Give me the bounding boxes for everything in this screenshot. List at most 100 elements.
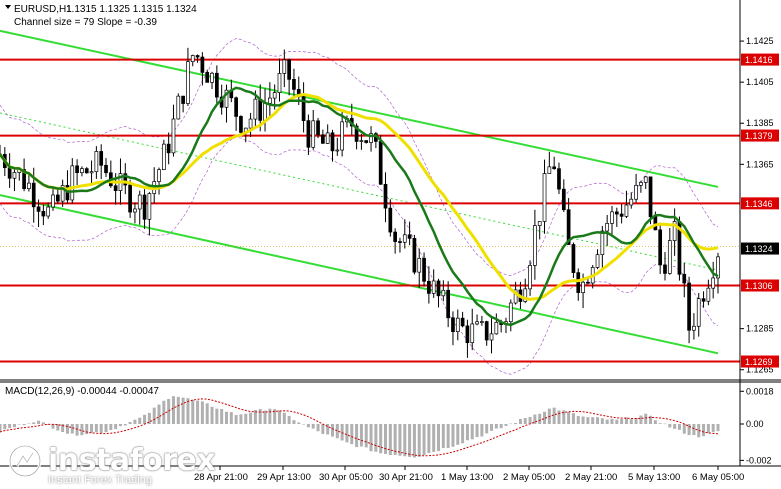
dropdown-triangle-icon[interactable]	[5, 5, 11, 9]
level-tag	[741, 279, 779, 292]
candle-body	[161, 143, 166, 171]
macd-bar	[441, 424, 445, 449]
macd-bar	[22, 424, 26, 426]
time-tick-label: 5 May 13:00	[628, 472, 680, 483]
time-tick-label: 6 May 05:00	[692, 472, 744, 483]
macd-bar	[32, 422, 36, 424]
macd-bar	[191, 399, 195, 424]
candle-body	[475, 321, 479, 325]
candle-body	[340, 121, 344, 151]
candle-body	[325, 132, 330, 144]
macd-bar	[514, 422, 518, 424]
macd-bar	[311, 424, 315, 429]
candle-body	[210, 72, 214, 83]
candle-body	[571, 244, 576, 273]
macd-bar	[422, 424, 426, 456]
macd-bar	[249, 412, 253, 424]
candle-body	[696, 298, 701, 327]
macd-bar	[128, 422, 132, 424]
candle-body	[455, 317, 460, 332]
candle-body	[682, 273, 687, 284]
channel-upper-line	[0, 29, 719, 188]
macd-tick-label: -0.002	[746, 455, 772, 465]
macd-bar	[393, 424, 397, 455]
macd-bar	[364, 424, 368, 448]
macd-bar	[330, 424, 334, 437]
candle-body	[663, 264, 667, 274]
chart-header: EURUSD,H1 1.1315 1.1325 1.1315 1.1324 Ch…	[5, 4, 197, 28]
macd-bar	[538, 413, 542, 424]
candle-body	[282, 59, 287, 74]
macd-bar	[90, 424, 94, 433]
candle-body	[706, 287, 711, 302]
macd-bar	[552, 407, 556, 424]
macd-bar	[528, 416, 532, 424]
band-upper	[0, 38, 719, 276]
bollinger-bands	[0, 38, 719, 375]
candle-body	[190, 55, 195, 63]
candle-body	[142, 194, 147, 220]
macd-bar	[70, 424, 74, 434]
macd-bar	[51, 424, 55, 429]
candle-body	[484, 321, 489, 341]
macd-bar	[171, 396, 175, 424]
macd-bar	[470, 424, 474, 440]
candle-body	[489, 333, 494, 341]
price-tick-label: 1.1265	[746, 365, 774, 375]
candle-body	[451, 317, 455, 332]
macd-bar	[509, 423, 513, 425]
price-panel	[0, 29, 740, 375]
macd-bar	[138, 417, 142, 424]
macd-bar	[518, 418, 522, 424]
candle-body	[624, 204, 629, 217]
macd-bar	[673, 424, 677, 429]
candle-body	[542, 173, 547, 222]
macd-bar	[649, 415, 653, 424]
time-tick-label: 29 Apr 13:00	[257, 472, 311, 483]
candle-body	[672, 221, 677, 241]
macd-bar	[234, 415, 238, 424]
macd-bar	[408, 424, 412, 457]
candle-body	[629, 198, 634, 206]
macd-bar	[273, 409, 277, 424]
macd-bar	[615, 419, 619, 424]
candle-body	[354, 125, 359, 142]
macd-bar	[8, 424, 12, 428]
macd-bar	[562, 410, 566, 424]
candle-body	[460, 317, 465, 327]
macd-bar	[388, 424, 392, 456]
instaforex-logo-icon	[8, 444, 42, 478]
macd-signal-line	[0, 398, 719, 457]
macd-bar	[258, 408, 262, 424]
price-tick-label: 1.1385	[746, 118, 774, 128]
candle-body	[27, 182, 31, 189]
macd-bar	[224, 411, 228, 424]
level-tag	[741, 129, 779, 142]
candle-body	[195, 55, 200, 58]
candle-body	[263, 102, 267, 121]
macd-bar	[85, 424, 89, 435]
macd-bar	[176, 396, 180, 424]
candle-body	[306, 120, 311, 148]
candle-body	[359, 140, 364, 142]
macd-histogram	[0, 396, 720, 458]
candle-body	[113, 185, 118, 191]
macd-bar	[3, 424, 7, 430]
candle-body	[80, 168, 84, 174]
macd-bar	[147, 412, 151, 424]
macd-bar	[600, 418, 604, 424]
macd-bar	[412, 424, 416, 458]
candle-body	[441, 289, 446, 297]
candle-body	[84, 168, 89, 174]
candle-body	[494, 321, 499, 335]
time-tick-label: 1 May 13:00	[441, 472, 493, 483]
macd-bar	[557, 410, 561, 424]
candle-body	[422, 257, 426, 282]
band-lower	[0, 136, 719, 375]
macd-bar	[533, 414, 537, 424]
macd-bar	[644, 413, 648, 424]
candle-body	[716, 256, 720, 279]
macd-label: MACD(12,26,9) -0.00044 -0.00047	[5, 386, 159, 397]
level-tag-label: 1.1379	[745, 131, 773, 141]
